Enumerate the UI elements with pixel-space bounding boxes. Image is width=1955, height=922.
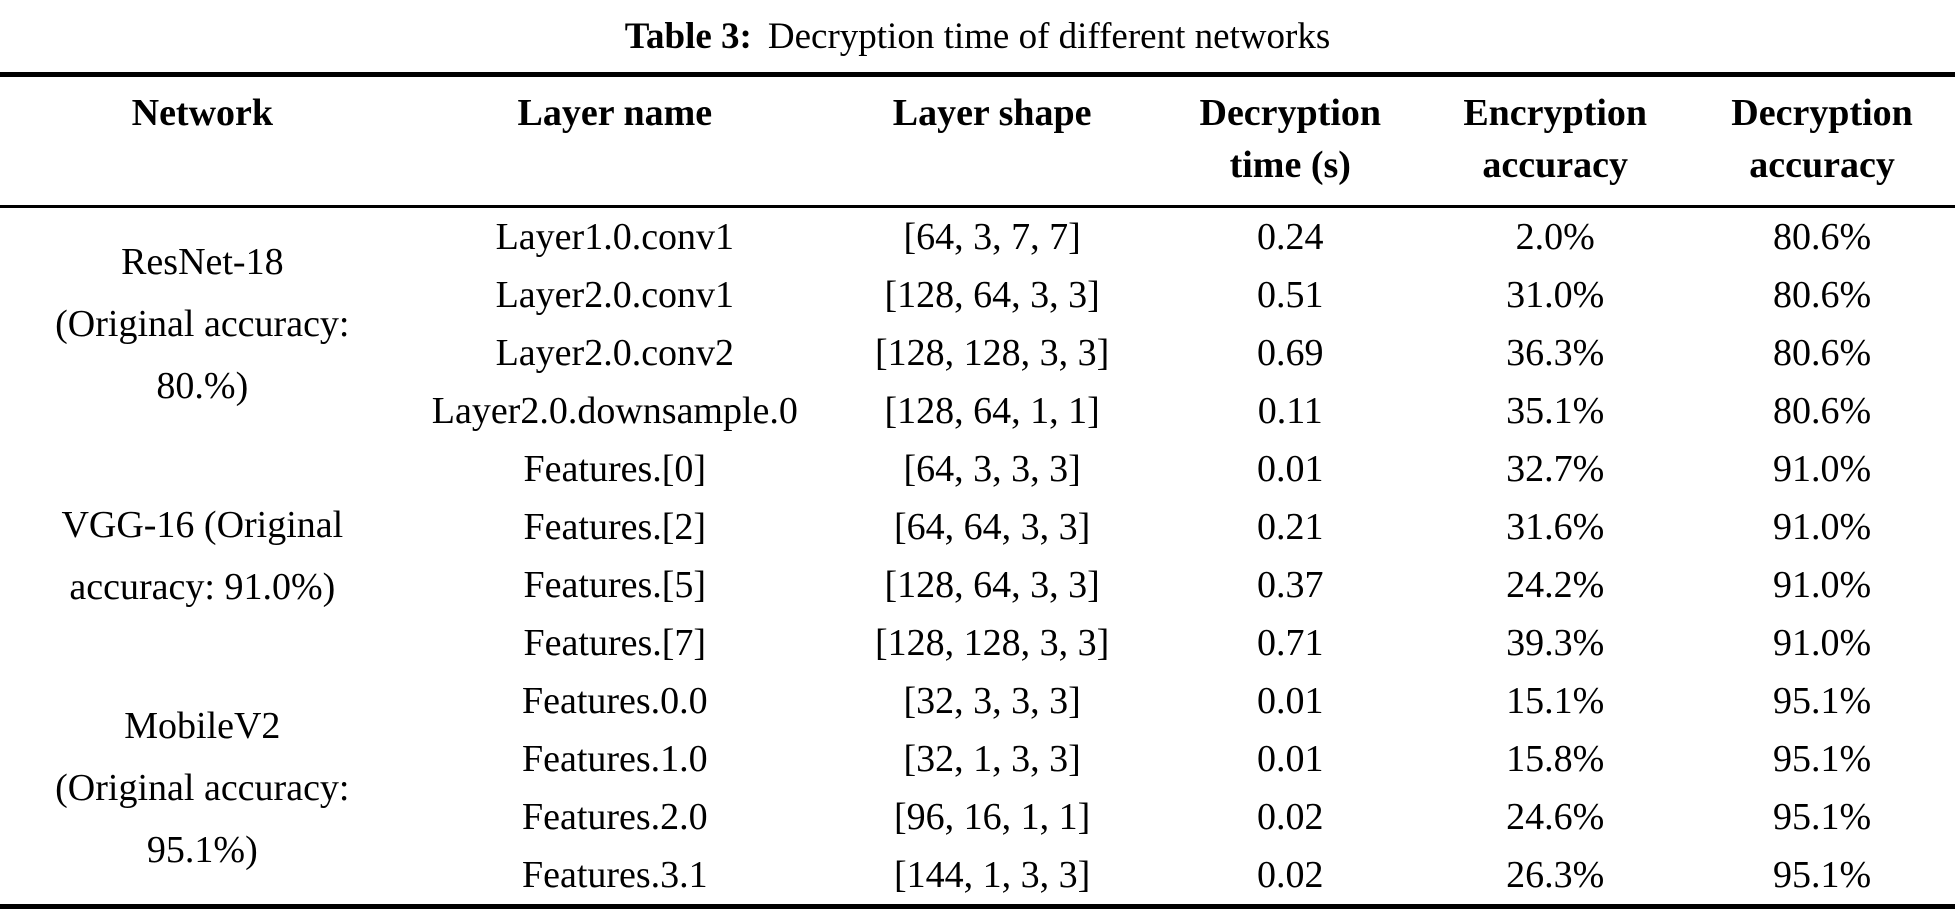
table-row: MobileV2 (Original accuracy: 95.1%) Feature… bbox=[0, 672, 1955, 871]
cell-decryption-time: 0.51 bbox=[1257, 274, 1324, 316]
table-row: Layer2.0.downsample.0 [128, 64, 1, 1] 0.11… bbox=[0, 382, 1955, 440]
column-header-layer-shape: Layer shape bbox=[824, 74, 1160, 208]
cell-decryption-accuracy: 95.1% bbox=[1772, 854, 1872, 896]
network-cell: VGG-16 (Original accuracy: 91.0%) bbox=[61, 504, 344, 608]
cell-decryption-accuracy: 80.6% bbox=[1772, 390, 1872, 432]
cell-layer-name: Features.1.0 bbox=[521, 738, 708, 780]
table-row: Features.[2] [64, 64, 3, 3] 0.21 31.6% 91.0% bbox=[0, 498, 1955, 556]
cell-layer-shape: [64, 3, 3, 3] bbox=[903, 448, 1081, 490]
cell-layer-shape: [128, 64, 1, 1] bbox=[884, 390, 1100, 432]
cell-decryption-time: 0.21 bbox=[1257, 506, 1324, 548]
column-header-encryption-accuracy: Encryption accuracy bbox=[1421, 74, 1690, 208]
cell-decryption-accuracy: 95.1% bbox=[1772, 796, 1872, 838]
cell-decryption-accuracy: 91.0% bbox=[1772, 448, 1872, 490]
network-cell: ResNet-18 (Original accuracy: 80.%) bbox=[55, 241, 350, 407]
cell-layer-shape: [128, 128, 3, 3] bbox=[874, 332, 1110, 374]
cell-layer-shape: [64, 64, 3, 3] bbox=[893, 506, 1091, 548]
cell-decryption-accuracy: 80.6% bbox=[1772, 274, 1872, 316]
cell-encryption-accuracy: 24.2% bbox=[1506, 564, 1605, 606]
cell-decryption-time: 0.24 bbox=[1257, 216, 1324, 258]
table-row: Features.2.0 [96, 16, 1, 1] 0.02 24.6% 95.1% bbox=[0, 788, 1955, 846]
cell-encryption-accuracy: 24.6% bbox=[1506, 796, 1605, 838]
cell-layer-shape: [96, 16, 1, 1] bbox=[893, 796, 1091, 838]
cell-layer-name: Features.0.0 bbox=[521, 680, 708, 722]
table-row: Features.1.0 [32, 1, 3, 3] 0.01 15.8% 95.1% bbox=[0, 730, 1955, 788]
cell-encryption-accuracy: 26.3% bbox=[1506, 854, 1605, 896]
cell-encryption-accuracy: 2.0% bbox=[1515, 216, 1595, 258]
cell-decryption-time: 0.01 bbox=[1257, 448, 1324, 490]
cell-decryption-time: 0.37 bbox=[1257, 564, 1324, 606]
cell-layer-shape: [64, 3, 7, 7] bbox=[903, 216, 1081, 258]
network-cell: MobileV2 (Original accuracy: 95.1%) bbox=[55, 705, 350, 871]
cell-encryption-accuracy: 35.1% bbox=[1506, 390, 1605, 432]
table-caption-label: Table 3: bbox=[624, 15, 752, 57]
cell-layer-shape: [32, 1, 3, 3] bbox=[903, 738, 1081, 780]
column-header-network: Network bbox=[0, 74, 405, 208]
cell-decryption-time: 0.69 bbox=[1257, 332, 1324, 374]
table-row: VGG-16 (Original accuracy: 91.0%) Features… bbox=[0, 440, 1955, 608]
cell-encryption-accuracy: 15.8% bbox=[1506, 738, 1605, 780]
cell-encryption-accuracy: 36.3% bbox=[1506, 332, 1605, 374]
cell-encryption-accuracy: 39.3% bbox=[1506, 622, 1605, 664]
cell-layer-name: Layer1.0.conv1 bbox=[495, 216, 735, 258]
cell-layer-name: Features.3.1 bbox=[521, 854, 708, 896]
table-header-row: Network Layer name Layer shape Decryption ti… bbox=[0, 74, 1955, 208]
table-caption: Table 3: Decryption time of different ne… bbox=[0, 0, 1955, 72]
cell-encryption-accuracy: 31.6% bbox=[1506, 506, 1605, 548]
table-header: Network Layer name Layer shape Decryption ti… bbox=[0, 74, 1955, 208]
cell-layer-name: Features.[2] bbox=[523, 506, 707, 548]
table-row: ResNet-18 (Original accuracy: 80.%) Layer1.… bbox=[0, 207, 1955, 407]
cell-layer-shape: [128, 64, 3, 3] bbox=[884, 564, 1100, 606]
cell-layer-name: Features.[5] bbox=[523, 564, 707, 606]
column-header-decryption-accuracy: Decryption accuracy bbox=[1689, 74, 1955, 208]
cell-layer-name: Features.[0] bbox=[523, 448, 707, 490]
table-row: Layer2.0.conv1 [128, 64, 3, 3] 0.51 31.0% 80… bbox=[0, 266, 1955, 324]
table-row: Layer2.0.conv2 [128, 128, 3, 3] 0.69 36.3% 8… bbox=[0, 324, 1955, 382]
cell-decryption-time: 0.01 bbox=[1257, 680, 1324, 722]
decryption-time-table: Network Layer name Layer shape Decryption ti… bbox=[0, 72, 1955, 909]
column-header-decryption-time: Decryption time (s) bbox=[1159, 74, 1422, 208]
cell-layer-name: Layer2.0.conv1 bbox=[495, 274, 735, 316]
column-header-layer-name: Layer name bbox=[404, 74, 825, 208]
cell-decryption-time: 0.02 bbox=[1257, 796, 1324, 838]
cell-layer-name: Layer2.0.conv2 bbox=[495, 332, 735, 374]
cell-decryption-accuracy: 80.6% bbox=[1772, 332, 1872, 374]
cell-layer-shape: [144, 1, 3, 3] bbox=[893, 854, 1091, 896]
cell-decryption-time: 0.02 bbox=[1257, 854, 1324, 896]
table-row: Features.[7] [128, 128, 3, 3] 0.71 39.3% 91.… bbox=[0, 614, 1955, 672]
cell-layer-name: Layer2.0.downsample.0 bbox=[431, 390, 798, 432]
cell-encryption-accuracy: 31.0% bbox=[1506, 274, 1605, 316]
cell-layer-name: Features.2.0 bbox=[521, 796, 708, 838]
cell-decryption-accuracy: 91.0% bbox=[1772, 622, 1872, 664]
cell-layer-shape: [128, 64, 3, 3] bbox=[884, 274, 1100, 316]
cell-decryption-accuracy: 91.0% bbox=[1772, 506, 1872, 548]
cell-layer-shape: [128, 128, 3, 3] bbox=[874, 622, 1110, 664]
cell-decryption-time: 0.01 bbox=[1257, 738, 1324, 780]
cell-layer-shape: [32, 3, 3, 3] bbox=[903, 680, 1081, 722]
cell-decryption-accuracy: 91.0% bbox=[1772, 564, 1872, 606]
cell-decryption-time: 0.11 bbox=[1257, 390, 1323, 432]
table-body: ResNet-18 (Original accuracy: 80.%) Layer1.… bbox=[0, 207, 1955, 907]
cell-encryption-accuracy: 32.7% bbox=[1506, 448, 1605, 490]
cell-decryption-accuracy: 95.1% bbox=[1772, 680, 1872, 722]
table-row: Features.3.1 [144, 1, 3, 3] 0.02 26.3% 95.1% bbox=[0, 846, 1955, 907]
cell-decryption-accuracy: 80.6% bbox=[1772, 216, 1872, 258]
cell-decryption-time: 0.71 bbox=[1257, 622, 1324, 664]
cell-decryption-accuracy: 95.1% bbox=[1772, 738, 1872, 780]
table-row: Features.[5] [128, 64, 3, 3] 0.37 24.2% 91.0… bbox=[0, 556, 1955, 614]
table-caption-text: Decryption time of different networks bbox=[767, 15, 1331, 57]
cell-encryption-accuracy: 15.1% bbox=[1506, 680, 1605, 722]
cell-layer-name: Features.[7] bbox=[523, 622, 707, 664]
